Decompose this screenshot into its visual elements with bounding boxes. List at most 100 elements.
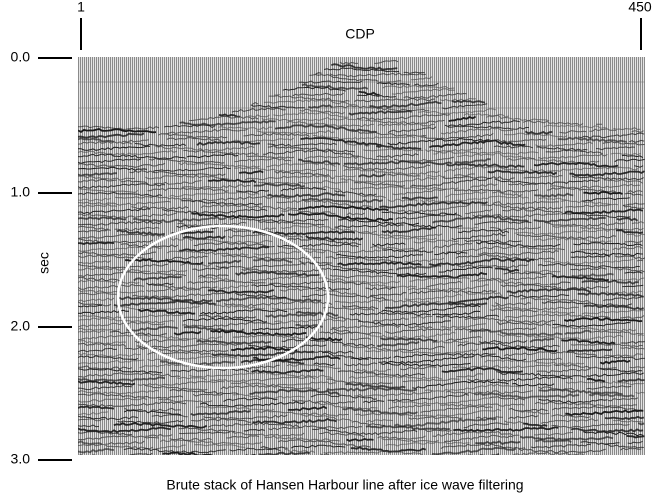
reflection <box>78 188 139 194</box>
reflection <box>305 235 364 242</box>
reflection <box>170 367 249 373</box>
reflection <box>522 119 584 126</box>
reflection <box>381 438 439 443</box>
caption: Brute stack of Hansen Harbour line after… <box>166 477 523 493</box>
reflection <box>615 229 644 235</box>
reflection <box>394 417 497 428</box>
reflection <box>413 239 459 244</box>
reflection <box>159 360 236 366</box>
reflection <box>474 392 580 399</box>
reflection <box>588 392 635 398</box>
reflection <box>405 257 445 263</box>
reflection <box>134 143 187 147</box>
reflection <box>78 304 102 308</box>
reflection <box>575 355 645 361</box>
reflection <box>343 362 378 367</box>
reflection <box>211 350 314 358</box>
reflection <box>395 213 462 220</box>
reflection <box>327 314 361 322</box>
reflection <box>268 427 302 431</box>
reflection <box>78 443 154 450</box>
reflection <box>401 196 438 201</box>
reflection <box>114 226 160 231</box>
reflection <box>629 366 645 369</box>
reflection <box>374 59 399 64</box>
reflection <box>241 267 332 273</box>
reflection <box>78 191 163 197</box>
reflection <box>581 197 630 202</box>
reflection <box>619 315 645 319</box>
reflection <box>627 190 643 194</box>
reflection <box>257 220 325 226</box>
reflection <box>78 200 172 206</box>
reflection <box>309 263 394 272</box>
reflection <box>78 197 112 202</box>
reflection <box>485 114 550 122</box>
reflection <box>219 284 250 290</box>
reflection <box>78 178 118 183</box>
reflection <box>198 314 257 320</box>
reflection <box>351 130 427 137</box>
reflection <box>125 258 204 266</box>
reflection <box>251 102 259 105</box>
reflection <box>595 146 636 151</box>
reflection <box>438 266 493 273</box>
reflection <box>403 92 467 100</box>
reflection <box>544 221 626 227</box>
reflection <box>213 304 266 310</box>
reflection <box>526 334 624 341</box>
reflection <box>182 321 282 328</box>
reflection <box>181 199 263 206</box>
reflection <box>194 443 246 448</box>
reflection <box>313 134 416 140</box>
reflection <box>350 357 369 361</box>
reflection <box>551 326 637 332</box>
reflection <box>409 289 497 295</box>
reflection <box>120 180 149 185</box>
reflection <box>489 226 541 231</box>
reflection <box>245 155 295 159</box>
reflection <box>196 339 272 345</box>
reflection <box>354 368 392 373</box>
reflection <box>319 431 365 438</box>
reflection <box>552 321 631 328</box>
reflection <box>396 271 488 279</box>
reflection <box>78 405 115 410</box>
reflection <box>78 426 172 434</box>
reflection <box>78 334 151 340</box>
reflection <box>365 119 420 125</box>
reflection <box>599 359 631 365</box>
reflection <box>603 353 643 357</box>
reflection <box>319 331 353 335</box>
reflection <box>129 170 226 177</box>
reflection <box>179 245 270 253</box>
reflection <box>457 152 536 160</box>
reflection <box>533 431 574 437</box>
reflection <box>565 204 611 208</box>
reflection <box>543 124 607 129</box>
reflection <box>481 203 563 211</box>
reflection <box>264 435 340 442</box>
reflection <box>393 352 496 359</box>
reflection <box>385 328 452 334</box>
reflection <box>266 162 336 168</box>
reflection <box>446 245 513 254</box>
reflection <box>78 153 187 160</box>
reflection <box>494 178 600 185</box>
reflection <box>534 357 562 362</box>
reflection <box>78 297 115 303</box>
reflection <box>261 117 364 122</box>
reflection <box>607 397 639 402</box>
reflection <box>456 264 529 268</box>
y-axis-label: sec <box>36 252 52 274</box>
reflection <box>541 301 633 307</box>
reflection <box>145 433 173 437</box>
reflection <box>404 293 462 301</box>
reflection <box>267 142 337 147</box>
reflection <box>514 229 611 236</box>
reflection <box>465 208 493 215</box>
reflection <box>310 393 377 400</box>
reflection <box>402 378 460 383</box>
reflection <box>346 437 374 442</box>
reflection <box>454 188 539 194</box>
